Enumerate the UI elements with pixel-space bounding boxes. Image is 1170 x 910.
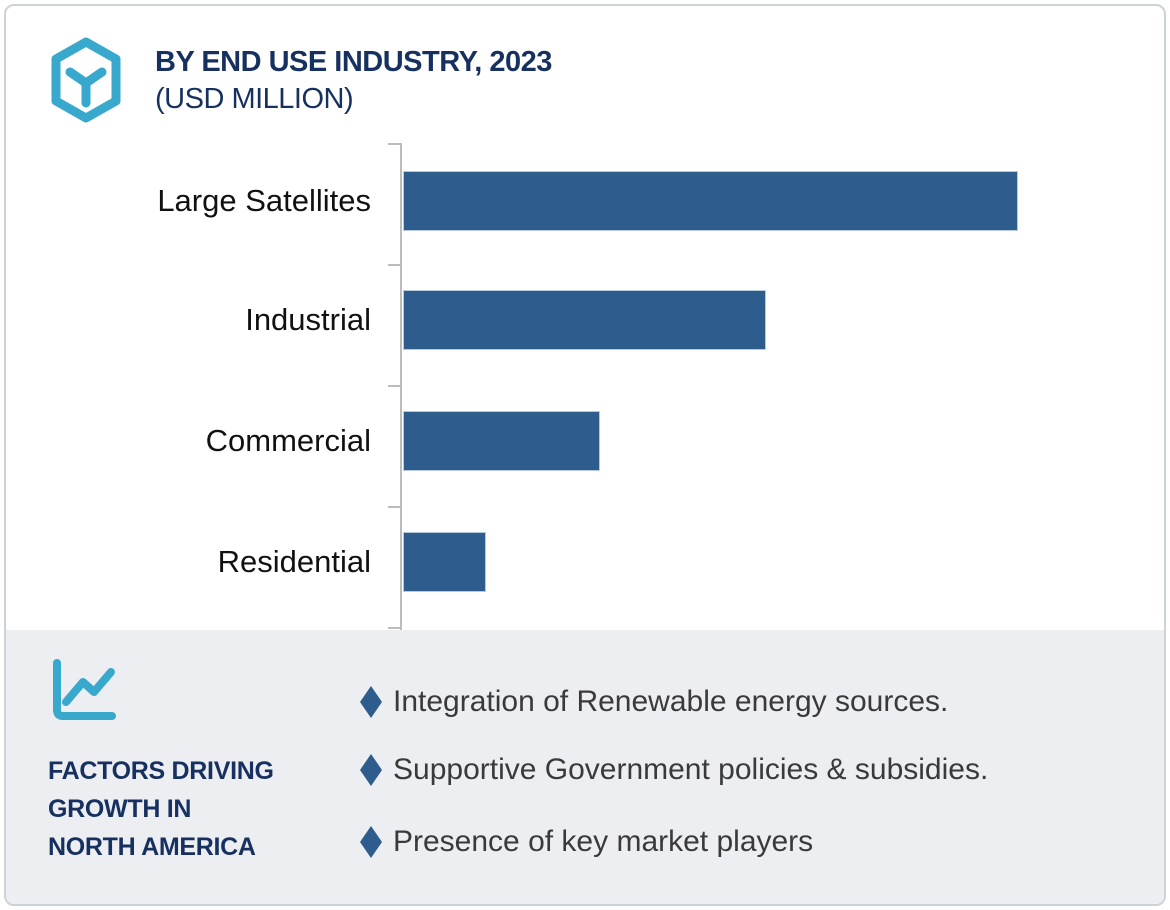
factors-heading-line: FACTORS DRIVING [48, 757, 274, 785]
axis-tick [388, 385, 401, 387]
category-label: Commercial [205, 423, 371, 458]
bar-row: Industrial [6, 290, 1164, 350]
bar-industrial [403, 290, 766, 350]
y-axis-line [400, 143, 402, 631]
bar-commercial [403, 411, 600, 471]
factors-panel: FACTORS DRIVING GROWTH IN NORTH AMERICA … [6, 630, 1164, 904]
chart-title-line1: BY END USE INDUSTRY, 2023 [155, 46, 552, 78]
factor-bullet: Supportive Government policies & subsidi… [360, 750, 988, 790]
bar-residential [403, 532, 486, 592]
bar-large-satellites [403, 171, 1018, 231]
axis-tick [388, 506, 401, 508]
bar-row: Large Satellites [6, 171, 1164, 231]
chart-title: BY END USE INDUSTRY, 2023 (USD MILLION) [155, 44, 552, 118]
bar-row: Commercial [6, 411, 1164, 471]
factor-bullet: Presence of key market players [360, 822, 813, 862]
category-label: Large Satellites [157, 183, 371, 218]
hexagon-y-logo-icon [51, 37, 121, 123]
diamond-bullet-icon [360, 686, 382, 718]
infographic-card: BY END USE INDUSTRY, 2023 (USD MILLION) … [4, 4, 1166, 906]
factors-heading-line: GROWTH IN [48, 795, 192, 823]
category-label: Residential [217, 544, 371, 579]
diamond-bullet-icon [360, 826, 382, 858]
chart-title-line2: (USD MILLION) [155, 83, 354, 115]
axis-tick [388, 143, 401, 145]
diamond-bullet-icon [360, 754, 382, 786]
axis-tick [388, 264, 401, 266]
category-label: Industrial [245, 302, 371, 337]
factors-heading-line: NORTH AMERICA [48, 833, 256, 861]
bar-row: Residential [6, 532, 1164, 592]
factor-text: Integration of Renewable energy sources. [393, 685, 949, 718]
axis-tick [388, 627, 401, 629]
bar-chart: Large Satellites Industrial Commercial R… [6, 6, 1164, 631]
factor-text: Presence of key market players [393, 825, 814, 858]
factor-bullet: Integration of Renewable energy sources. [360, 682, 948, 722]
line-chart-icon [53, 659, 116, 720]
factor-text: Supportive Government policies & subsidi… [393, 753, 989, 786]
factors-heading: FACTORS DRIVING GROWTH IN NORTH AMERICA [48, 752, 274, 866]
